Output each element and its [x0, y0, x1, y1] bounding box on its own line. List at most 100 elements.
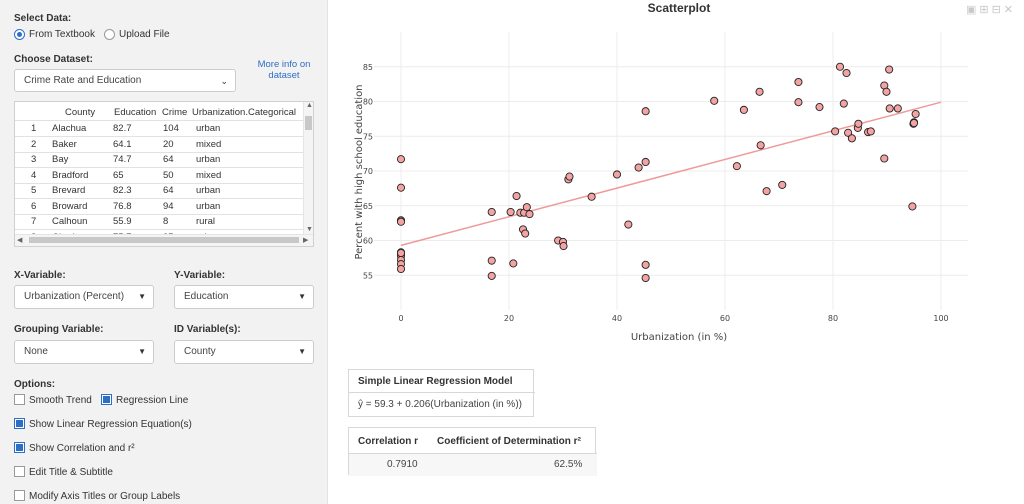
smooth-trend-label[interactable]: Smooth Trend	[29, 395, 92, 406]
regression-line[interactable]	[400, 101, 942, 247]
data-table[interactable]: County Education Crime Urbanization.Cate…	[14, 101, 314, 247]
scatter-point[interactable]	[396, 155, 406, 164]
scatter-point[interactable]	[710, 96, 719, 105]
scatter-point[interactable]	[641, 107, 650, 116]
dataset-select[interactable]: Crime Rate and Education ⌄	[14, 69, 236, 92]
scatter-point[interactable]	[641, 157, 650, 167]
from-textbook-label[interactable]: From Textbook	[29, 29, 95, 40]
scatter-point[interactable]	[854, 119, 863, 128]
modify-axis-label[interactable]: Modify Axis Titles or Group Labels	[29, 491, 181, 502]
id-variable-select[interactable]: County ▼	[174, 340, 314, 364]
table-row[interactable]: 6 Broward 76.8 94 urban	[15, 199, 305, 215]
table-row[interactable]: 2 Baker 64.1 20 mixed	[15, 137, 305, 153]
scatter-point[interactable]	[624, 220, 633, 229]
scatter-point[interactable]	[815, 103, 824, 112]
scatter-point[interactable]	[509, 259, 518, 268]
col-header-education[interactable]: Education	[114, 107, 157, 118]
scatter-point[interactable]	[522, 203, 531, 212]
table-row[interactable]: 3 Bay 74.7 64 urban	[15, 152, 305, 168]
scatter-point[interactable]	[396, 183, 406, 192]
scatter-point[interactable]	[893, 104, 902, 113]
scatter-point[interactable]	[396, 217, 406, 226]
scatter-point[interactable]	[911, 109, 920, 119]
regression-line-label[interactable]: Regression Line	[116, 395, 189, 406]
table-horizontal-thumb[interactable]	[29, 237, 299, 243]
zoom-out-icon[interactable]: ⊟	[991, 4, 1004, 16]
table-cell-education: 74.7	[113, 154, 132, 165]
scatter-point[interactable]	[641, 260, 650, 269]
scatter-point[interactable]	[487, 256, 496, 265]
edit-title-label[interactable]: Edit Title & Subtitle	[29, 467, 113, 478]
scatter-point[interactable]	[908, 202, 917, 211]
scatter-point[interactable]	[778, 180, 787, 189]
scatter-point[interactable]	[794, 98, 803, 107]
show-equation-label[interactable]: Show Linear Regression Equation(s)	[29, 419, 192, 430]
scatter-point[interactable]	[882, 87, 891, 96]
scatter-point[interactable]	[835, 62, 845, 71]
table-vertical-scrollbar[interactable]: ▲ ▼	[303, 102, 313, 236]
col-header-urbanization[interactable]: Urbanization.Categorical	[192, 107, 297, 118]
scatter-point[interactable]	[755, 87, 764, 96]
more-info-link[interactable]: More info on dataset	[250, 59, 318, 81]
scatter-point[interactable]	[487, 207, 496, 217]
scatter-point[interactable]	[521, 229, 530, 238]
scatter-point[interactable]	[396, 264, 406, 274]
table-row[interactable]: 1 Alachua 82.7 104 urban	[15, 121, 305, 137]
table-vertical-thumb[interactable]	[305, 116, 312, 130]
scatter-point[interactable]	[641, 273, 650, 283]
scatter-point[interactable]	[756, 141, 765, 150]
show-equation-checkbox[interactable]	[14, 418, 25, 429]
scatter-point[interactable]	[839, 99, 848, 108]
scatter-point[interactable]	[559, 242, 568, 251]
table-horizontal-scrollbar[interactable]: ◀ ▶	[15, 234, 313, 246]
upload-file-label[interactable]: Upload File	[119, 29, 170, 40]
show-correlation-label[interactable]: Show Correlation and r²	[29, 443, 135, 454]
scatter-point[interactable]	[831, 127, 840, 136]
col-header-county[interactable]: County	[65, 107, 96, 118]
modify-axis-checkbox[interactable]	[14, 490, 25, 501]
scroll-up-icon[interactable]: ▲	[306, 102, 313, 109]
smooth-trend-checkbox[interactable]	[14, 394, 25, 405]
scatter-point[interactable]	[565, 172, 574, 181]
reset-icon[interactable]: ✕	[1003, 4, 1016, 16]
scroll-down-icon[interactable]: ▼	[306, 226, 313, 233]
grouping-variable-select[interactable]: None ▼	[14, 340, 154, 364]
table-row[interactable]: 4 Bradford 65 50 mixed	[15, 168, 305, 184]
caret-down-icon: ▼	[298, 347, 306, 356]
scatter-point[interactable]	[396, 248, 406, 258]
edit-title-checkbox[interactable]	[14, 466, 25, 477]
scatter-point[interactable]	[847, 134, 856, 143]
y-variable-select[interactable]: Education ▼	[174, 285, 314, 309]
scatter-point[interactable]	[844, 128, 853, 137]
scatterplot-chart[interactable]: Scatterplot 55 60 65 70 75 80 85 0 20 40 60 80 100 U…	[340, 0, 1024, 350]
scatter-point[interactable]	[794, 77, 803, 87]
table-row[interactable]: 5 Brevard 82.3 64 urban	[15, 183, 305, 199]
col-header-crime[interactable]: Crime	[162, 107, 188, 118]
scatter-point[interactable]	[525, 210, 534, 219]
table-row[interactable]: 7 Calhoun 55.9 8 rural	[15, 214, 305, 230]
scroll-right-icon[interactable]: ▶	[303, 237, 309, 244]
show-correlation-checkbox[interactable]	[14, 442, 25, 453]
upload-file-radio[interactable]	[104, 29, 115, 40]
scatter-point[interactable]	[612, 170, 622, 179]
x-variable-select[interactable]: Urbanization (Percent) ▼	[14, 285, 154, 309]
scatter-point[interactable]	[885, 65, 894, 74]
scroll-left-icon[interactable]: ◀	[17, 237, 23, 244]
scatter-point[interactable]	[587, 192, 596, 201]
scatter-point[interactable]	[909, 118, 919, 128]
scatter-point[interactable]	[842, 68, 851, 78]
scatter-point[interactable]	[739, 105, 748, 114]
scatter-point[interactable]	[866, 127, 875, 136]
scatter-point[interactable]	[762, 187, 771, 196]
scatter-point[interactable]	[732, 162, 741, 171]
scatter-point[interactable]	[487, 271, 496, 280]
scatter-point[interactable]	[512, 191, 521, 201]
regression-line-checkbox[interactable]	[101, 394, 112, 405]
scatter-point[interactable]	[885, 104, 894, 113]
scatter-point[interactable]	[634, 163, 643, 172]
zoom-in-icon[interactable]: ⊞	[979, 4, 992, 16]
scatter-point[interactable]	[880, 154, 889, 163]
scatter-point[interactable]	[506, 207, 515, 217]
from-textbook-radio[interactable]	[14, 29, 25, 40]
camera-icon[interactable]: ▣	[965, 4, 980, 16]
